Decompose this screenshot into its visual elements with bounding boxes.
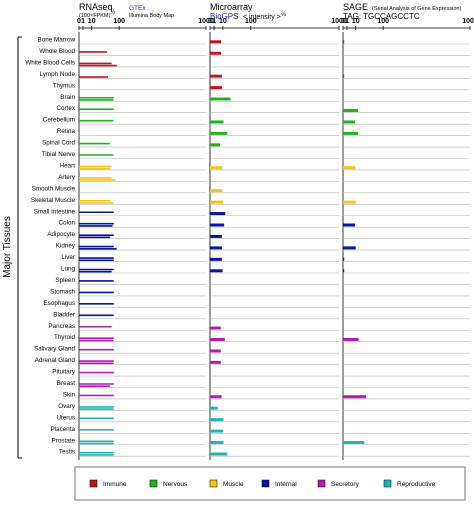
tissue-label: Small Intestine xyxy=(34,208,76,215)
x-tick-label-microarray-0: 0 xyxy=(208,18,212,25)
x-tick-label-sage-4: 1000 xyxy=(462,18,474,25)
tissue-label: Spleen xyxy=(55,277,75,284)
panel-header-microarray: Microarray BioGPS < intensity >⅔ xyxy=(210,2,286,21)
panel-source-gtex: GTEx xyxy=(129,5,146,12)
y-axis: Major Tissues xyxy=(2,36,22,459)
x-tick-label-microarray-3: 100 xyxy=(245,18,257,25)
panel-title-microarray: Microarray xyxy=(210,2,253,12)
tissue-label: Retina xyxy=(57,128,76,135)
tissue-label: White Blood Cells xyxy=(25,59,75,66)
panel-source-illumina: Illumina Body Map xyxy=(129,13,174,19)
tissue-label: Breast xyxy=(57,380,75,387)
tick-layer: 011010010000110100100001101001000 xyxy=(77,18,474,30)
panel-title-rnaseq: RNAseq xyxy=(79,2,113,12)
tissue-label: Bladder xyxy=(53,311,75,318)
legend: Immune Nervous Muscle Internal Secretory Repr… xyxy=(74,466,466,501)
x-tick-label-sage-2: 10 xyxy=(352,18,360,25)
legend-swatch-immune xyxy=(89,479,98,488)
tissue-label: Esophagus xyxy=(43,300,75,307)
tissue-label: Prostate xyxy=(52,437,76,444)
legend-swatch-reproductive xyxy=(383,479,392,488)
x-tick-label-rnaseq-0: 0 xyxy=(77,18,81,25)
legend-label-muscle: Muscle xyxy=(223,481,244,488)
tissue-label: Bone Marrow xyxy=(38,37,76,44)
tissue-label: Thymus xyxy=(53,82,75,89)
legend-label-internal: Internal xyxy=(275,481,297,488)
legend-box xyxy=(74,466,466,501)
tissue-label: Adrenal Gland xyxy=(35,357,76,364)
tissue-label: Lung xyxy=(61,266,76,273)
tissue-label: Colon xyxy=(59,220,76,227)
legend-swatch-internal xyxy=(261,479,270,488)
tissue-label: Thyroid xyxy=(54,334,75,341)
tissue-label: Stomach xyxy=(50,288,75,295)
panel-title-sage: SAGE (Serial Analysis of Gene Expression) xyxy=(343,2,461,12)
tissue-label: Pituitary xyxy=(52,369,76,376)
tissue-label: Pancreas xyxy=(48,323,75,330)
panel-axis-note-microarray: < intensity >⅔ xyxy=(243,12,286,21)
legend-label-nervous: Nervous xyxy=(163,481,188,488)
legend-label-secretory: Secretory xyxy=(331,481,360,488)
tissue-label: Kidney xyxy=(56,243,76,250)
tissue-label: Cortex xyxy=(56,105,75,112)
panel-axis-label-rnaseq: (100×FPKM)½ xyxy=(79,9,115,19)
bar-layer xyxy=(79,40,367,456)
tissue-label: Skin xyxy=(63,391,76,398)
legend-swatch-nervous xyxy=(149,479,158,488)
tissue-label: Brain xyxy=(60,94,75,101)
x-tick-label-rnaseq-4: 1000 xyxy=(198,18,214,25)
grid-layer xyxy=(78,32,470,460)
legend-label-immune: Immune xyxy=(103,481,127,488)
x-tick-label-microarray-1: 1 xyxy=(212,18,216,25)
panel-source-biogps: BioGPS xyxy=(210,12,238,21)
legend-label-reproductive: Reproductive xyxy=(397,481,436,488)
x-tick-label-sage-3: 100 xyxy=(377,18,389,25)
legend-swatch-secretory xyxy=(317,479,326,488)
tissue-label: Liver xyxy=(61,254,75,261)
tissue-label: Cerebellum xyxy=(43,117,75,124)
tissue-label: Whole Blood xyxy=(39,48,75,55)
x-tick-label-rnaseq-2: 10 xyxy=(88,18,96,25)
panel-header-rnaseq: RNAseq (100×FPKM)½ GTEx Illumina Body Ma… xyxy=(79,2,174,19)
y-axis-label: Major Tissues xyxy=(2,216,13,278)
tissue-labels: Bone Marrow Whole Blood White Blood Cells L… xyxy=(25,37,76,456)
tissue-label: Tibial Nerve xyxy=(42,151,76,158)
tissue-label: Smooth Muscle xyxy=(32,185,76,192)
tissue-label: Ovary xyxy=(58,403,76,410)
legend-entries: Immune Nervous Muscle Internal Secretory Repr… xyxy=(89,479,436,488)
tissue-label: Testis xyxy=(59,449,75,456)
tissue-label: Lymph Node xyxy=(40,71,76,78)
x-tick-label-sage-0: 0 xyxy=(341,18,345,25)
tissue-label: Salivary Gland xyxy=(34,346,75,353)
legend-swatch-muscle xyxy=(209,479,218,488)
x-tick-label-microarray-4: 1000 xyxy=(331,18,347,25)
panel-tag-sage: TAG: TGCCAGCCTC xyxy=(343,12,420,21)
x-tick-label-rnaseq-3: 100 xyxy=(113,18,125,25)
tissue-label: Artery xyxy=(58,174,76,181)
tissue-label: Placenta xyxy=(50,426,75,433)
x-tick-label-microarray-2: 10 xyxy=(219,18,227,25)
x-tick-label-sage-1: 1 xyxy=(345,18,349,25)
tissue-label: Adipocyte xyxy=(47,231,75,238)
panel-header-sage: SAGE (Serial Analysis of Gene Expression)… xyxy=(343,2,461,21)
tissue-label: Spinal Cord xyxy=(42,140,75,147)
tissue-label: Heart xyxy=(60,162,76,169)
x-tick-label-rnaseq-1: 1 xyxy=(81,18,85,25)
tissue-label: Uterus xyxy=(56,414,75,421)
tissue-label: Skeletal Muscle xyxy=(31,197,76,204)
